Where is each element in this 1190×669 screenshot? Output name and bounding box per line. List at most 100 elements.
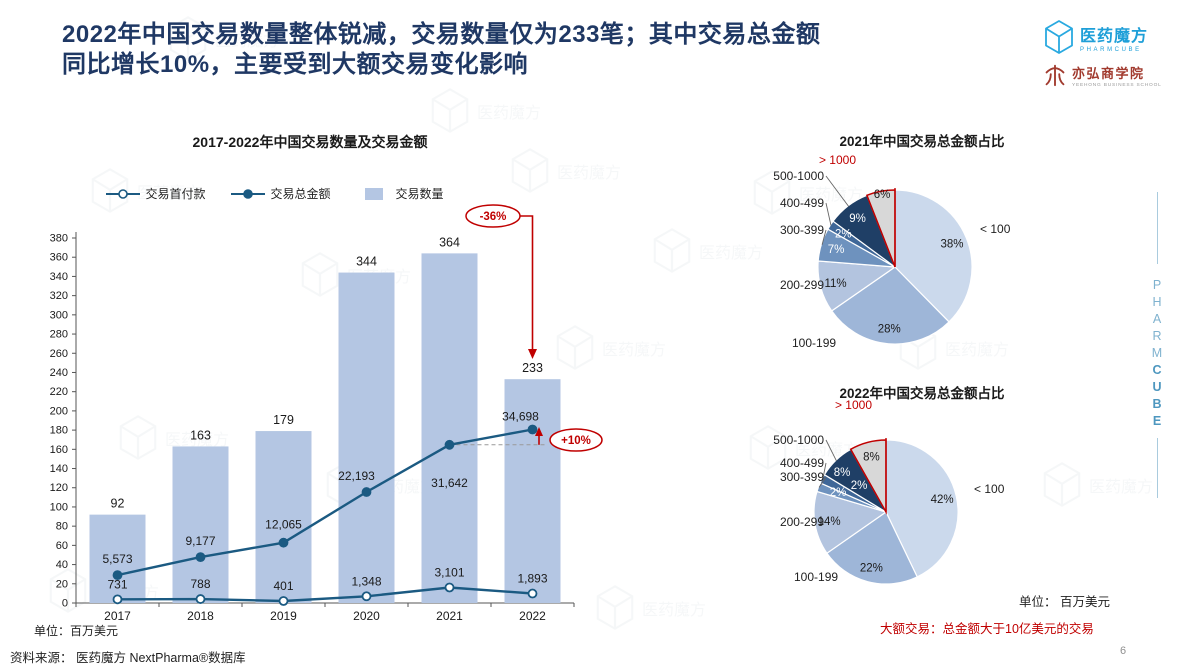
pharmcube-logo: 医药魔方 PHARMCUBE [1044, 20, 1184, 54]
data-point [278, 596, 289, 606]
pie-category-label: 500-1000 [773, 433, 824, 447]
pie-2022-title: 2022年中国交易总金额占比 [839, 386, 1005, 401]
value-label: 31,642 [431, 476, 468, 490]
value-label: 12,065 [265, 518, 302, 532]
big-deal-note: 大额交易：总金额大于10亿美元的交易 [880, 622, 1094, 636]
value-label: 788 [190, 577, 210, 591]
pie-category-label: 100-199 [792, 336, 837, 350]
pie-category-label: 200-299 [779, 278, 824, 292]
data-point [195, 552, 206, 563]
pie-percent-label: 9% [849, 213, 866, 225]
page-title: 2022年中国交易数量整体锐减，交易数量仅为233笔；其中交易总金额 同比增长1… [62, 20, 820, 80]
bar [255, 431, 312, 603]
yeehong-icon [1045, 64, 1065, 87]
legend-marker [243, 188, 254, 199]
pie-2021-chart: 38% 28% 11% 7% 2% 9% 6% [817, 175, 973, 345]
pie-percent-label: 2% [851, 480, 868, 492]
pie-percent-label: 8% [834, 467, 851, 479]
combo-chart-title: 2017-2022年中国交易数量及交易金额 [192, 134, 428, 150]
pie-category-label: 200-299 [779, 515, 824, 529]
legend-label: 交易总金额 [270, 187, 331, 201]
vertical-brand-pharm: PHARM [1150, 278, 1164, 363]
x-category-label: 2018 [187, 609, 214, 623]
y-axis-label: 40 [56, 559, 68, 571]
y-axis-label: 200 [50, 405, 68, 417]
data-point [112, 570, 123, 581]
value-label: 1,348 [351, 574, 381, 588]
page-title-line2: 同比增长10%，主要受到大额交易变化影响 [62, 51, 529, 78]
value-label: 22,193 [338, 469, 375, 483]
pie-2022-panel: 2022年中国交易总金额占比 42% 22% 14% 2% 2% 8% 8% < 100 10… [742, 382, 1102, 617]
pie-2021-labels: < 100 100-199 200-299 300-399 400-499 500-100… [742, 130, 1102, 382]
y-axis-label: 0 [62, 598, 68, 610]
logo-area: 医药魔方 PHARMCUBE 亦弘商学院 YEEHONG BUSINESS SC… [1044, 20, 1184, 96]
unit-label-left: 单位：百万美元 [34, 624, 119, 638]
x-category-label: 2020 [353, 609, 380, 623]
legend-line-marker-icon [231, 188, 266, 199]
y-axis-label: 300 [50, 309, 68, 321]
unit-label-right: 单位： 百万美元 [1019, 595, 1110, 609]
pie-2022-labels: < 100 100-199 200-299 300-399 400-499 500-100… [742, 382, 1102, 617]
legend-item: 交易首付款 [106, 185, 205, 202]
pie-percent-label: 22% [860, 563, 883, 575]
y-axis-label: 140 [50, 463, 68, 475]
data-point [195, 594, 206, 604]
pie-category-label: 300-399 [779, 470, 824, 484]
y-axis-label: 220 [50, 386, 68, 398]
label-leader-line [818, 476, 827, 488]
source-note: 资料来源： 医药魔方 NextPharma®数据库 [10, 651, 246, 665]
y-axis-label: 280 [50, 329, 68, 341]
increase-arrowhead [535, 427, 543, 436]
label-leader-line [825, 175, 850, 207]
data-point [278, 537, 289, 548]
y-axis-label: 160 [50, 444, 68, 456]
watermark-cube-icon [431, 88, 469, 133]
y-axis-label: 80 [56, 521, 68, 533]
pie-category-label: 400-499 [779, 456, 824, 470]
data-point [112, 594, 123, 605]
value-label: 5,573 [102, 552, 132, 566]
pie-category-label: 400-499 [779, 196, 824, 210]
pie-category-label: > 1000 [818, 153, 856, 167]
yeehong-logo-sub: YEEHONG BUSINESS SCHOOL [1072, 82, 1162, 88]
y-axis-label: 60 [56, 540, 68, 552]
bar [421, 253, 478, 604]
pie-percent-label: 2% [835, 228, 852, 240]
pie-percent-label: 42% [931, 494, 954, 506]
data-point [361, 591, 372, 602]
legend-bar-swatch [364, 187, 383, 200]
y-axis-label: 120 [50, 482, 68, 494]
total-amount-line [117, 428, 533, 577]
yeehong-logo: 亦弘商学院 YEEHONG BUSINESS SCHOOL [1044, 61, 1184, 89]
pie-slice [885, 439, 959, 578]
x-category-label: 2017 [104, 609, 131, 623]
combo-chart: 0 20 40 60 80 100 120 140 160 180 200 220 240 260 280 3… [50, 204, 603, 623]
pie-category-label: > 1000 [834, 398, 872, 412]
vertical-brand-cube: CUBE [1150, 363, 1164, 431]
pie-percent-label: 8% [863, 451, 880, 463]
legend-item: 交易总金额 [231, 185, 331, 202]
y-axis-label: 260 [50, 348, 68, 360]
increase-label: +10% [561, 435, 591, 447]
bar [172, 446, 229, 603]
value-label: 9,177 [185, 534, 215, 548]
pie-category-label: 100-199 [794, 570, 839, 584]
bar-value-label: 179 [273, 413, 294, 427]
data-point [527, 424, 538, 435]
value-label: 731 [107, 577, 127, 591]
label-leader-line [822, 462, 827, 480]
upfront-payment-line [117, 586, 533, 603]
decline-arrow [520, 215, 534, 349]
value-label: 3,101 [434, 565, 464, 579]
pie-2021-title: 2021年中国交易总金额占比 [839, 134, 1005, 149]
label-leader-line [821, 229, 827, 245]
pie-slice [894, 189, 973, 323]
decline-arrowhead [528, 349, 537, 359]
y-axis-label: 360 [50, 252, 68, 264]
y-axis-label: 340 [50, 271, 68, 283]
page-title-line1: 2022年中国交易数量整体锐减，交易数量仅为233笔；其中交易总金额 [62, 21, 821, 48]
pie-category-label: < 100 [974, 482, 1005, 496]
bar [504, 379, 561, 603]
vertical-brand-text: PHARMCUBE [1150, 278, 1164, 431]
